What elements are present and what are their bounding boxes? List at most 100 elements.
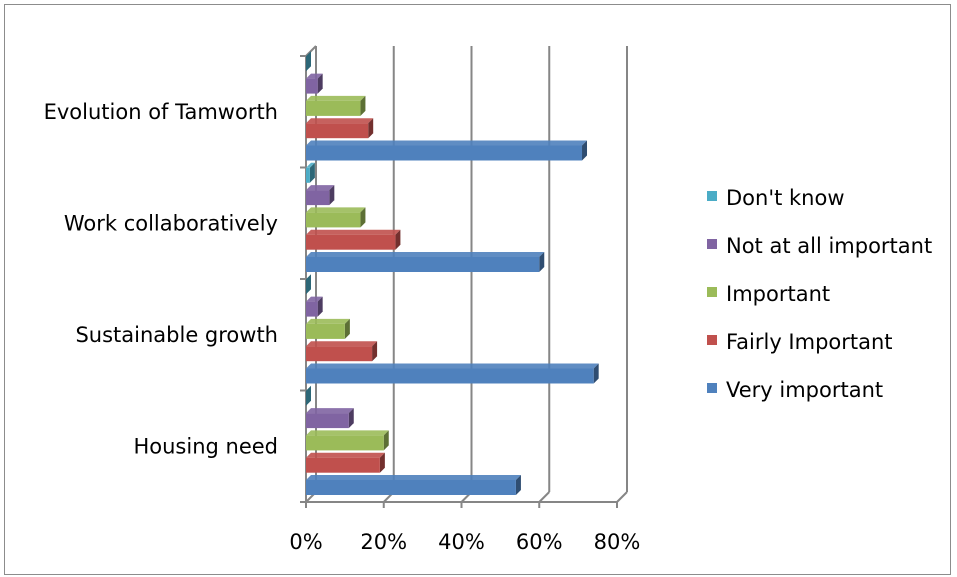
bar-front — [306, 413, 349, 429]
bar-side — [360, 207, 366, 228]
bar-top — [306, 341, 378, 347]
bar-side — [383, 430, 389, 451]
bar-side — [309, 162, 315, 183]
bar — [306, 385, 311, 406]
bar-front — [306, 301, 318, 317]
x-tick-label: 20% — [360, 530, 407, 554]
bar-front — [306, 323, 345, 339]
bar-top — [306, 363, 599, 369]
bar — [306, 229, 401, 250]
legend-swatch — [707, 191, 717, 201]
bar-side — [348, 408, 354, 429]
legend-swatch — [707, 287, 717, 297]
bar-top — [306, 229, 401, 235]
legend-swatch — [707, 239, 717, 249]
bar-front — [306, 435, 384, 451]
bar-side — [317, 296, 323, 317]
floor-gridline — [616, 491, 628, 503]
bar-side — [317, 73, 323, 94]
bar — [306, 408, 354, 429]
bar — [306, 185, 335, 206]
bar-side — [360, 95, 366, 116]
bar-front — [306, 123, 369, 139]
bar-side — [306, 385, 311, 406]
bar-top — [306, 475, 521, 480]
bar-side — [582, 140, 588, 161]
bar-top — [306, 95, 366, 101]
bar-front — [306, 257, 540, 272]
legend-label: Don't know — [726, 186, 845, 210]
bar-top — [306, 162, 315, 168]
x-tick-label: 80% — [594, 530, 641, 554]
legend-item: Fairly Important — [707, 330, 893, 354]
bar-side — [379, 452, 385, 473]
bar-top — [306, 73, 323, 79]
bar — [306, 452, 385, 473]
bar-side — [395, 229, 401, 250]
bar — [306, 341, 378, 362]
legend-item: Don't know — [707, 186, 845, 210]
legend-label: Fairly Important — [726, 330, 893, 354]
bar-side — [368, 118, 374, 139]
bar-front — [306, 145, 583, 161]
bar-side — [306, 51, 311, 72]
legend-label: Not at all important — [726, 234, 932, 258]
bar — [306, 274, 311, 295]
bar-top — [306, 140, 588, 146]
bar-front — [306, 234, 396, 250]
legend-label: Important — [726, 282, 830, 306]
bar-side — [593, 363, 599, 384]
bar — [306, 207, 366, 228]
legend-label: Very important — [726, 378, 883, 402]
bar-front — [306, 480, 516, 495]
bar — [306, 363, 599, 384]
legend-swatch — [707, 383, 717, 393]
bar — [306, 140, 588, 161]
bar-side — [306, 274, 311, 295]
bar-side — [344, 318, 350, 339]
y-tick-label: Evolution of Tamworth — [44, 100, 278, 124]
bar-front — [306, 100, 361, 116]
bar — [306, 475, 521, 495]
bar-side — [372, 341, 378, 362]
legend-item: Very important — [707, 378, 883, 402]
bar — [306, 318, 350, 339]
legend-item: Not at all important — [707, 234, 932, 258]
legend-swatch — [707, 335, 717, 345]
bar-top — [306, 185, 335, 191]
wall-edge — [305, 45, 317, 57]
bar-side — [539, 252, 545, 272]
bar — [306, 95, 366, 116]
bar-front — [306, 368, 594, 384]
bar-front — [306, 78, 318, 94]
bar — [306, 51, 311, 72]
bar-front — [306, 190, 330, 206]
bar-top — [306, 408, 354, 414]
bar-front — [306, 167, 310, 183]
bar-front — [306, 212, 361, 228]
bar-side — [329, 185, 335, 206]
y-tick-label: Housing need — [133, 434, 278, 458]
bar-top — [306, 252, 545, 257]
bar — [306, 73, 323, 94]
legend-item: Important — [707, 282, 830, 306]
y-tick-label: Sustainable growth — [75, 323, 278, 347]
bar — [306, 162, 315, 183]
x-tick-label: 0% — [289, 530, 322, 554]
bar-side — [515, 475, 521, 495]
bar — [306, 252, 545, 272]
bar-top — [306, 207, 366, 213]
bar-top — [306, 452, 385, 458]
x-tick-label: 60% — [516, 530, 563, 554]
floor-gridline — [538, 491, 550, 503]
bar — [306, 296, 323, 317]
bar — [306, 118, 374, 139]
bar-top — [306, 296, 323, 302]
bar-front — [306, 346, 373, 362]
bar-top — [306, 430, 389, 436]
bar-top — [306, 118, 374, 124]
y-tick-label: Work collaboratively — [64, 211, 278, 235]
bar-top — [306, 318, 350, 324]
bar-front — [306, 457, 380, 473]
